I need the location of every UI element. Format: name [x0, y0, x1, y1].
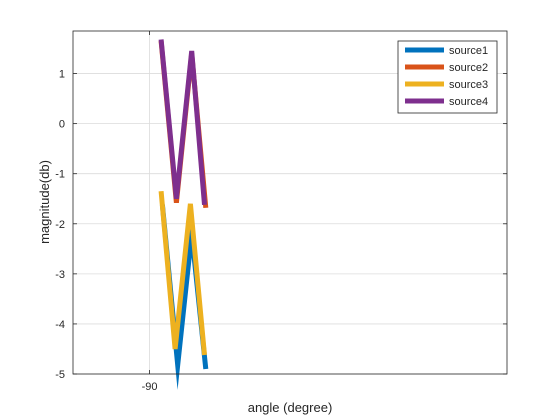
series-layer — [158, 39, 209, 390]
y-tick-label: 0 — [59, 119, 65, 131]
y-tick-label: -3 — [55, 269, 65, 281]
legend-label-source1: source1 — [449, 45, 488, 57]
axes-box — [72, 30, 508, 375]
series-line-source4 — [158, 39, 207, 206]
y-tick-label: -2 — [55, 219, 65, 231]
y-tick-label: -1 — [55, 169, 65, 181]
legend-label-source3: source3 — [449, 79, 488, 91]
y-tick-label: -4 — [55, 319, 65, 331]
y-axis-label: magnitude(db) — [37, 160, 52, 244]
legend: source1 source2 source3 source4 — [397, 40, 498, 114]
ticks: 1 0 -1 -2 -3 -4 -5 -90 — [55, 31, 507, 393]
y-tick-label: 1 — [59, 69, 65, 81]
legend-label-source4: source4 — [449, 96, 488, 108]
x-tick-label: -90 — [142, 381, 158, 393]
y-tick-label: -5 — [55, 369, 65, 381]
series-line-source3 — [158, 190, 207, 356]
legend-label-source2: source2 — [449, 62, 488, 74]
x-axis-label: angle (degree) — [248, 400, 333, 415]
